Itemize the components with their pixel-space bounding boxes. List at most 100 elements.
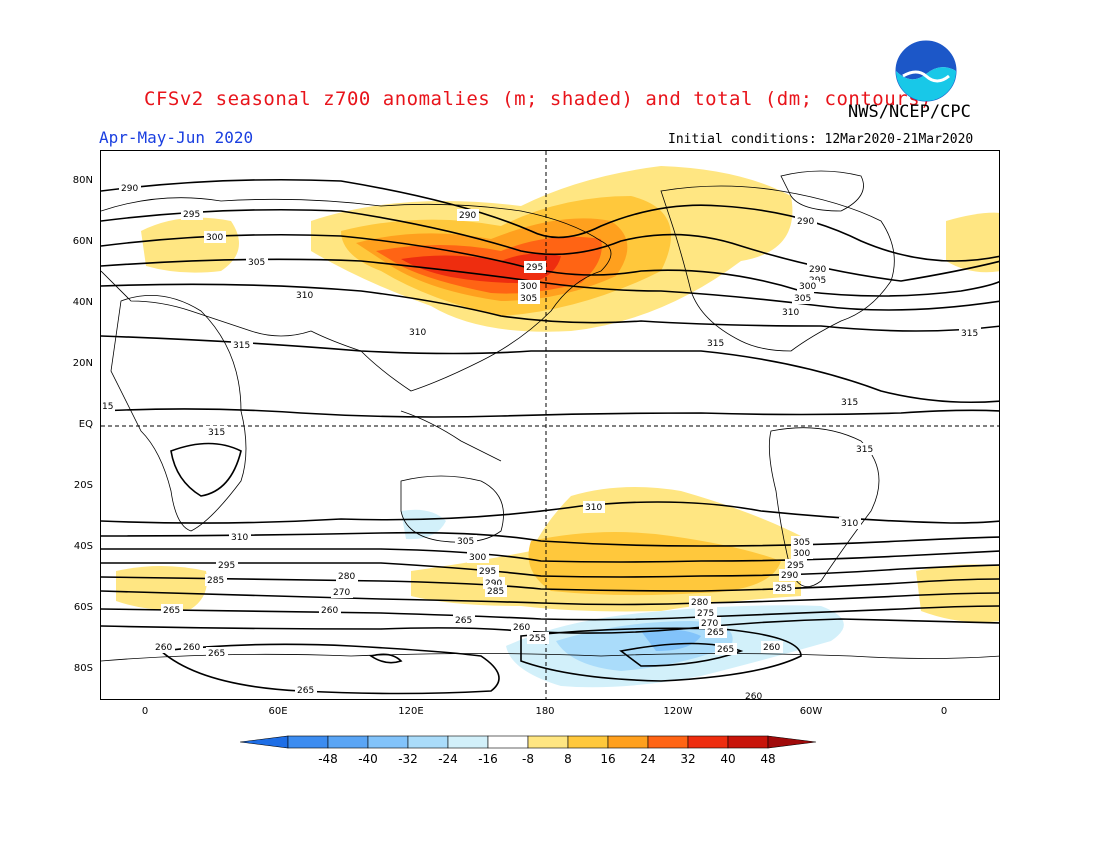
contour-label: 315 [208, 428, 225, 438]
contour-label: 300 [799, 282, 816, 292]
lat-label: 40S [73, 541, 93, 552]
lon-label: 60E [268, 706, 288, 717]
colorbar-label: -40 [358, 752, 378, 766]
colorbar-segments [240, 735, 817, 749]
contour-label: 315 [707, 339, 724, 349]
colorbar-label: 8 [564, 752, 572, 766]
lat-label: 20N [72, 358, 93, 369]
colorbar-arrow-low [240, 735, 289, 749]
map-canvas: 290 290 290 295 300 305 310 315 295 300 … [101, 151, 999, 700]
lon-label: 0 [141, 706, 149, 717]
contour-label: 260 [513, 623, 530, 633]
contour-label: 305 [457, 537, 474, 547]
contour-label: 280 [691, 598, 708, 608]
contour-label: 260 [763, 643, 780, 653]
contour-labels-north: 290 290 290 295 300 305 310 315 295 300 … [101, 182, 981, 455]
contour-label: 265 [717, 645, 734, 655]
lat-label: 80S [73, 663, 93, 674]
colorbar-segment [407, 735, 449, 749]
colorbar-label: 24 [640, 752, 656, 766]
positive-anomalies-north [141, 166, 999, 332]
colorbar-segment [527, 735, 569, 749]
agency-label: NWS/NCEP/CPC [848, 102, 971, 122]
colorbar-arrow-high [767, 735, 817, 749]
lon-label: 120W [663, 706, 693, 717]
colorbar-label: 32 [680, 752, 696, 766]
contour-label: 270 [333, 588, 350, 598]
lon-label: 60W [799, 706, 823, 717]
contour-label: 285 [207, 576, 224, 586]
contour-label: 305 [520, 294, 537, 304]
colorbar-label: -48 [318, 752, 338, 766]
contour-label: 265 [163, 606, 180, 616]
lat-label: 20S [73, 480, 93, 491]
contour-label: 310 [782, 308, 799, 318]
contour-labels-south: 310 310 310 305 300 295 290 285 305 300 … [153, 501, 861, 700]
colorbar-segment [687, 735, 729, 749]
contour-label: 300 [793, 549, 810, 559]
colorbar-label: -16 [478, 752, 498, 766]
forecast-period: Apr-May-Jun 2020 [99, 128, 254, 147]
contour-label: 280 [338, 572, 355, 582]
contour-label: 310 [296, 291, 313, 301]
colorbar-segment [447, 735, 489, 749]
lat-label: 40N [72, 297, 93, 308]
contour-label: 260 [321, 606, 338, 616]
contour-label: 265 [707, 628, 724, 638]
contour-label: 260 [745, 692, 762, 700]
contour-label: 315 [856, 445, 873, 455]
contour-label: 315 [961, 329, 978, 339]
colorbar [240, 735, 817, 749]
contour-label: 300 [469, 553, 486, 563]
contour-label: 295 [787, 561, 804, 571]
contour-label: 295 [479, 567, 496, 577]
noaa-logo [895, 40, 957, 102]
contour-label: 315 [233, 341, 250, 351]
lat-label: 80N [72, 175, 93, 186]
contour-label: 310 [841, 519, 858, 529]
lat-label: EQ [78, 419, 93, 430]
contour-label: 290 [485, 579, 502, 589]
initial-conditions: Initial conditions: 12Mar2020-21Mar2020 [668, 132, 974, 147]
contour-label: 315 [841, 398, 858, 408]
colorbar-segment [727, 735, 769, 749]
colorbar-segment [367, 735, 409, 749]
contour-label: 265 [208, 649, 225, 659]
colorbar-segment [327, 735, 369, 749]
colorbar-label: -8 [522, 752, 534, 766]
colorbar-label: 48 [760, 752, 776, 766]
contour-label: 290 [459, 211, 476, 221]
contour-label: 300 [520, 282, 537, 292]
contour-label: 295 [183, 210, 200, 220]
contour-label: 295 [526, 263, 543, 273]
contour-label: 255 [529, 634, 546, 644]
lat-label: 60N [72, 236, 93, 247]
contour-label: 305 [793, 538, 810, 548]
contour-label: 310 [585, 503, 602, 513]
chart-title: CFSv2 seasonal z700 anomalies (m; shaded… [144, 88, 932, 110]
contour-label: 265 [455, 616, 472, 626]
lon-label: 180 [535, 706, 555, 717]
lat-label: 60S [73, 602, 93, 613]
colorbar-segment [647, 735, 689, 749]
lon-label: 0 [940, 706, 948, 717]
contour-label: 15 [102, 402, 113, 412]
colorbar-label: -32 [398, 752, 418, 766]
colorbar-segment [487, 735, 529, 749]
contour-label: 305 [794, 294, 811, 304]
colorbar-segment [607, 735, 649, 749]
contour-label: 265 [297, 686, 314, 696]
grid-lines [101, 151, 999, 699]
contour-label: 310 [231, 533, 248, 543]
contour-label: 285 [775, 584, 792, 594]
contour-label: 285 [487, 587, 504, 597]
contour-label: 290 [781, 571, 798, 581]
contour-label: 275 [697, 609, 714, 619]
map-panel: 290 290 290 295 300 305 310 315 295 300 … [100, 150, 1000, 700]
contour-label: 295 [218, 561, 235, 571]
contour-label: 305 [248, 258, 265, 268]
contour-label: 270 [701, 619, 718, 629]
positive-anomalies-south [116, 487, 999, 623]
contour-label: 310 [409, 328, 426, 338]
contour-label: 260 [183, 643, 200, 653]
